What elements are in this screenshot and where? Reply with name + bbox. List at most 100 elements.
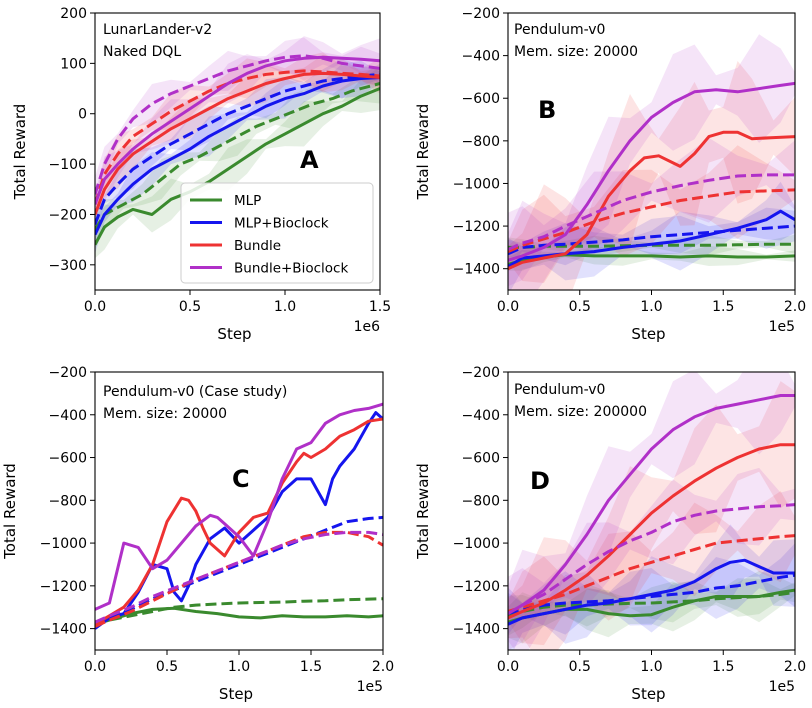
y-tick-label: −400	[49, 408, 87, 424]
y-tick-label: −1200	[40, 579, 87, 595]
series-line-bundle-bioclock-dashed	[508, 173, 795, 251]
y-axis-label: Total Reward	[11, 104, 29, 201]
x-tick-label: 1.5	[712, 299, 734, 315]
x-tick-label: 2.0	[784, 659, 806, 675]
y-tick-label: −1000	[40, 536, 87, 552]
y-tick-label: −200	[462, 6, 500, 22]
y-tick-label: 200	[60, 6, 87, 22]
series-line-bundle-bioclock-solid	[95, 402, 383, 611]
band-bundle-solid	[508, 61, 795, 290]
y-tick-label: 100	[60, 56, 87, 72]
y-tick-label: 0	[78, 107, 87, 123]
x-axis-label: Step	[631, 325, 665, 343]
panel-annotation: Mem. size: 20000	[514, 44, 638, 60]
band-bundle-bioclock-dashed	[508, 137, 795, 287]
series-line-mlp-solid	[95, 606, 383, 626]
panel-letter: C	[232, 465, 250, 493]
series-line-mlp-dashed	[508, 590, 795, 618]
series-line-mlp-bioclock-dashed	[95, 515, 383, 626]
series-line-mlp-bioclock-dashed	[508, 224, 795, 256]
series-line-bundle-bioclock-solid	[508, 394, 795, 615]
y-tick-label: −1400	[453, 622, 500, 638]
y-tick-label: −400	[462, 49, 500, 65]
x-tick-label: 0.5	[179, 299, 201, 315]
x-tick-label: 0.0	[84, 299, 106, 315]
y-tick-label: −600	[462, 451, 500, 467]
band-bundle-bioclock-dashed	[508, 467, 795, 650]
y-tick-label: −800	[462, 493, 500, 509]
axes-frame	[94, 12, 381, 291]
panel-annotation: Naked DQL	[103, 44, 181, 60]
x-tick-label: 1.5	[712, 659, 734, 675]
x-tick-label: 0.5	[156, 659, 178, 675]
plot-area	[508, 34, 795, 290]
x-tick-label: 0.5	[569, 299, 591, 315]
legend: MLP MLP+Bioclock Bundle Bundle+Bioclock	[180, 182, 374, 284]
y-tick-label: −600	[49, 451, 87, 467]
band-mlp-bioclock-solid	[508, 524, 795, 650]
panel-D: 0.0 0.5 1.0 1.5 2.0 −200 −400 −600 −800 −1000 −120…	[414, 365, 806, 703]
x-axis-scale-label: 1e6	[354, 319, 381, 335]
x-tick-label: 1.5	[300, 659, 322, 675]
x-tick-label: 0.0	[497, 659, 519, 675]
panel-letter: B	[538, 96, 556, 124]
panel-annotation: Mem. size: 20000	[103, 406, 227, 422]
band-mlp-dashed	[508, 578, 795, 636]
x-tick-label: 1.5	[369, 299, 391, 315]
y-tick-label: −400	[462, 408, 500, 424]
x-tick-label: 2.0	[784, 299, 806, 315]
series-line-mlp-dashed	[95, 597, 383, 624]
x-axis-label: Step	[217, 325, 251, 343]
series-line-bundle-solid	[95, 417, 383, 626]
y-tick-label: −1400	[40, 622, 87, 638]
legend-label: MLP	[234, 193, 261, 209]
y-tick-label: −800	[462, 134, 500, 150]
x-axis-label: Step	[219, 685, 253, 703]
band-bundle-dashed	[508, 491, 795, 646]
series-line-bundle-bioclock-dashed	[95, 530, 383, 624]
plot-area	[508, 372, 795, 650]
legend-label: Bundle+Bioclock	[234, 261, 348, 277]
y-axis-label: Total Reward	[414, 104, 432, 201]
band-bundle-bioclock-solid	[508, 34, 795, 290]
plot-area	[95, 402, 383, 630]
series-line-mlp-bioclock-solid	[95, 76, 380, 236]
y-tick-label: −200	[49, 207, 87, 223]
y-axis-label: Total Reward	[414, 463, 432, 560]
x-tick-label: 1.0	[228, 659, 250, 675]
series-line-mlp-bioclock-dashed	[508, 573, 795, 616]
x-tick-label: 1.0	[640, 659, 662, 675]
x-axis-scale-label: 1e5	[769, 319, 795, 335]
y-tick-label: −600	[462, 91, 500, 107]
y-tick-label: −1400	[453, 262, 500, 278]
x-tick-label: 0.0	[497, 299, 519, 315]
series-line-bundle-bioclock-solid	[508, 81, 795, 262]
series-line-bundle-bioclock-solid	[95, 55, 380, 205]
series-line-bundle-dashed	[508, 188, 795, 253]
x-tick-label: 0.0	[84, 659, 106, 675]
legend-label: MLP+Bioclock	[234, 216, 329, 232]
x-axis-scale-label: 1e5	[769, 679, 795, 695]
y-tick-label: −100	[49, 157, 87, 173]
panel-B: 0.0 0.5 1.0 1.5 2.0 −200 −400 −600 −800 −1000 −120…	[414, 6, 806, 343]
series-line-bundle-bioclock-dashed	[95, 54, 380, 195]
x-axis-scale-label: 1e5	[357, 679, 383, 695]
y-tick-label: −300	[49, 258, 87, 274]
x-tick-label: 0.5	[569, 659, 591, 675]
series-line-mlp-bioclock-solid	[508, 558, 795, 626]
y-tick-label: −200	[49, 365, 87, 381]
panel-C: 0.0 0.5 1.0 1.5 2.0 −200 −400 −600 −800 −1000 −120…	[1, 365, 394, 703]
plot-area	[95, 36, 380, 259]
band-bundle-bioclock-dashed	[95, 37, 380, 212]
series-line-mlp-bioclock-solid	[95, 411, 383, 630]
y-tick-label: −800	[49, 493, 87, 509]
panel-annotation: Pendulum-v0	[514, 22, 605, 38]
series-line-mlp-bioclock-solid	[508, 209, 795, 268]
series-line-bundle-bioclock-dashed	[508, 503, 795, 615]
band-bundle-bioclock-solid	[95, 36, 380, 216]
band-bundle-solid	[508, 381, 795, 650]
panel-letter: A	[300, 146, 319, 174]
band-bundle-solid	[95, 54, 380, 221]
panel-A: 0.0 0.5 1.0 1.5 200 100 0 −100 −200 −300 Step 1e6 To…	[11, 6, 391, 343]
